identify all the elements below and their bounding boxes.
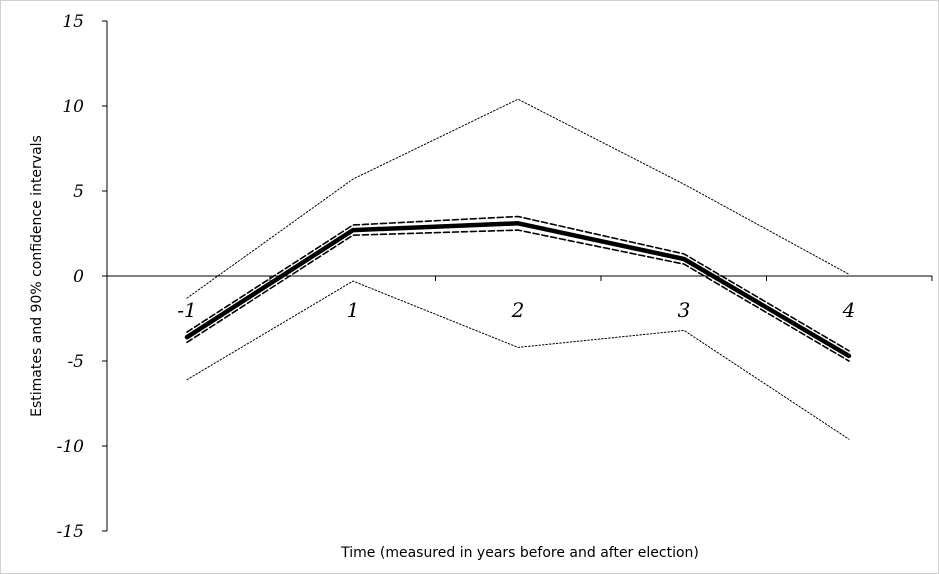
series-line-solid-thick (184, 221, 852, 359)
x-tick-label: 3 (678, 298, 691, 322)
y-tick-label: 10 (62, 97, 84, 117)
y-tick-label: -15 (57, 522, 84, 542)
series-line-dotted (186, 280, 850, 440)
y-tick-label: 0 (73, 267, 84, 287)
y-tick-label: 15 (62, 12, 84, 32)
y-tick-label: 5 (73, 182, 84, 202)
series-line-dashed (186, 229, 850, 362)
x-axis: -1 1 2 3 4 (106, 275, 933, 322)
x-axis-title: Time (measured in years before and after… (340, 545, 699, 561)
y-tick-label: -10 (57, 437, 85, 457)
series-line-dashed (186, 215, 850, 352)
y-axis-title: Estimates and 90% confidence intervals (29, 135, 45, 417)
series-line-dotted (186, 98, 850, 299)
x-tick-label: 4 (842, 298, 856, 322)
series-lines (184, 98, 852, 440)
x-tick-label: -1 (177, 298, 196, 322)
x-tick-label: 2 (511, 298, 525, 322)
y-axis: 15 10 5 0 -5 -10 -15 (57, 12, 108, 542)
y-tick-label: -5 (67, 352, 84, 372)
x-tick-label: 1 (347, 298, 360, 322)
